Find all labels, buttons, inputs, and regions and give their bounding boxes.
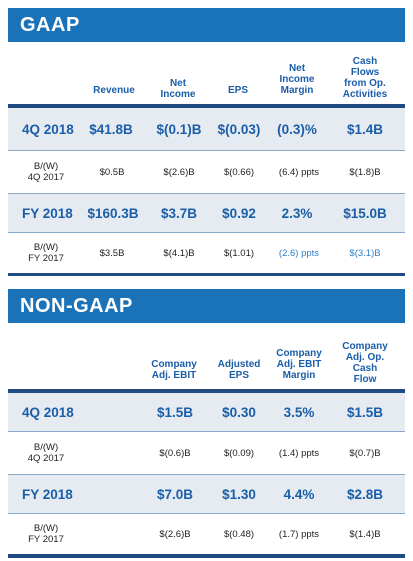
gaap-fy-margin: 2.3% [281, 205, 313, 221]
divider [8, 513, 405, 514]
row-label: B/(W) 4Q 2017 [27, 442, 65, 464]
gaap-fybw-eps: $(1.01) [223, 247, 255, 259]
gaap-col-net-income-margin: Net Income Margin [279, 63, 315, 96]
nongaap-column-headers: Company Adj. EBIT Adjusted EPS Company A… [8, 323, 405, 389]
nongaap-section-header: NON-GAAP [8, 289, 405, 323]
divider [8, 150, 405, 151]
gaap-fy-cash-flows: $15.0B [343, 205, 387, 221]
nongaap-fy-margin: 4.4% [283, 486, 315, 502]
gaap-col-eps: EPS [227, 85, 248, 96]
nongaap-col-adj-ebit: Company Adj. EBIT [151, 359, 197, 381]
nongaap-col-adj-ebit-margin: Company Adj. EBIT Margin [276, 348, 322, 381]
nongaap-row-4q2018: 4Q 2018 $1.5B $0.30 3.5% $1.5B [8, 393, 405, 431]
divider [8, 474, 405, 475]
gaap-col-cash-flows: Cash Flows from Op. Activities [342, 56, 388, 100]
nongaap-fybw-adj-eps: $(0.48) [223, 528, 255, 540]
nongaap-row-bw-4q2017: B/(W) 4Q 2017 $(0.6)B $(0.09) (1.4) ppts… [8, 432, 405, 474]
gaap-fy-revenue: $160.3B [87, 205, 139, 221]
row-label: B/(W) FY 2017 [28, 242, 64, 264]
divider [8, 193, 405, 194]
row-label: 4Q 2018 [22, 121, 74, 137]
row-label: FY 2018 [22, 205, 73, 221]
gaap-bottom-rule [8, 273, 405, 276]
gaap-4qbw-margin: (6.4) ppts [278, 166, 320, 178]
gaap-row-bw-fy2017: B/(W) FY 2017 $3.5B $(4.1)B $(1.01) (2.6… [8, 233, 405, 273]
gaap-fybw-net-income: $(4.1)B [163, 247, 195, 259]
gaap-4qbw-eps: $(0.66) [223, 166, 255, 178]
nongaap-4qbw-adj-ebit: $(0.6)B [159, 447, 191, 459]
gaap-4qbw-cash-flows: $(1.8)B [349, 166, 381, 178]
gaap-fybw-cash-flows: $(3.1)B [349, 247, 381, 259]
row-label: 4Q 2018 [22, 404, 74, 420]
nongaap-col-adj-eps: Adjusted EPS [217, 359, 261, 381]
nongaap-4qbw-margin: (1.4) ppts [278, 447, 320, 459]
nongaap-fy-adj-eps: $1.30 [222, 486, 256, 502]
gaap-section-header: GAAP [8, 8, 405, 42]
gaap-fy-net-income: $3.7B [160, 205, 198, 221]
gaap-col-revenue: Revenue [93, 85, 135, 96]
nongaap-4q-margin: 3.5% [283, 404, 315, 420]
gaap-4q-cash-flows: $1.4B [346, 121, 384, 137]
gaap-4q-eps: $(0.03) [217, 121, 261, 137]
gaap-row-fy2018: FY 2018 $160.3B $3.7B $0.92 2.3% $15.0B [8, 194, 405, 232]
nongaap-fy-adj-ebit: $7.0B [156, 486, 194, 502]
gaap-row-4q2018: 4Q 2018 $41.8B $(0.1)B $(0.03) (0.3)% $1… [8, 108, 405, 150]
gaap-fybw-margin: (2.6) ppts [278, 247, 320, 259]
gaap-4qbw-net-income: $(2.6)B [163, 166, 195, 178]
gaap-4q-margin: (0.3)% [277, 121, 317, 137]
nongaap-4qbw-adj-eps: $(0.09) [223, 447, 255, 459]
nongaap-row-bw-fy2017: B/(W) FY 2017 $(2.6)B $(0.48) (1.7) ppts… [8, 514, 405, 554]
nongaap-4q-adj-ebit: $1.5B [156, 404, 194, 420]
nongaap-header-rule [8, 389, 405, 393]
nongaap-col-adj-op-cash-flow: Company Adj. Op. Cash Flow [342, 341, 388, 385]
nongaap-4qbw-cash-flow: $(0.7)B [349, 447, 381, 459]
gaap-4q-net-income: $(0.1)B [156, 121, 202, 137]
gaap-title: GAAP [20, 13, 80, 36]
nongaap-4q-adj-eps: $0.30 [222, 404, 256, 420]
gaap-column-headers: Revenue Net Income EPS Net Income Margin… [8, 42, 405, 104]
gaap-fybw-revenue: $3.5B [99, 247, 125, 259]
nongaap-row-fy2018: FY 2018 $7.0B $1.30 4.4% $2.8B [8, 475, 405, 513]
nongaap-fy-cash-flow: $2.8B [346, 486, 384, 502]
nongaap-fybw-margin: (1.7) ppts [278, 528, 320, 540]
row-label: B/(W) FY 2017 [28, 523, 64, 545]
divider [8, 232, 405, 233]
nongaap-bottom-rule [8, 554, 405, 558]
nongaap-fybw-cash-flow: $(1.4)B [349, 528, 381, 540]
nongaap-title: NON-GAAP [20, 294, 133, 317]
nongaap-4q-cash-flow: $1.5B [346, 404, 384, 420]
row-label: B/(W) 4Q 2017 [27, 161, 65, 183]
nongaap-fybw-adj-ebit: $(2.6)B [159, 528, 191, 540]
gaap-4q-revenue: $41.8B [89, 121, 133, 137]
divider [8, 431, 405, 432]
gaap-4qbw-revenue: $0.5B [99, 166, 125, 178]
gaap-fy-eps: $0.92 [222, 205, 256, 221]
gaap-col-net-income: Net Income [160, 78, 196, 100]
gaap-header-rule [8, 104, 405, 108]
row-label: FY 2018 [22, 486, 73, 502]
gaap-row-bw-4q2017: B/(W) 4Q 2017 $0.5B $(2.6)B $(0.66) (6.4… [8, 151, 405, 193]
